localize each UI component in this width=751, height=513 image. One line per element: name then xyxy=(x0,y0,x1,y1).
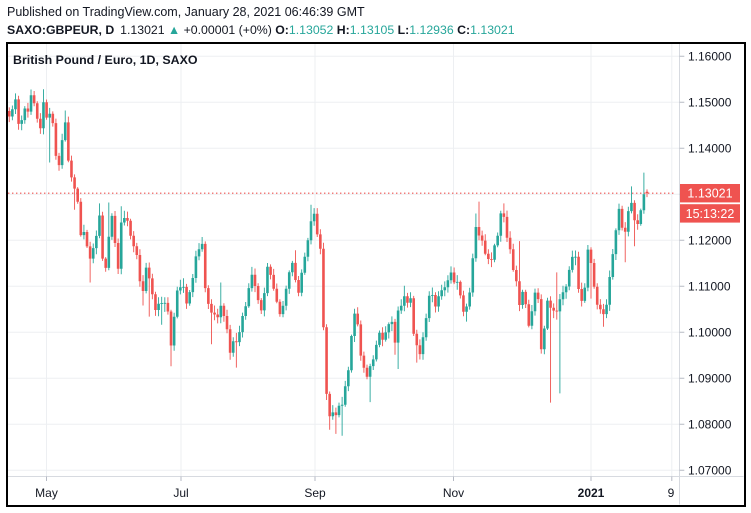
svg-text:1.14000: 1.14000 xyxy=(688,141,732,155)
svg-text:1.11000: 1.11000 xyxy=(688,279,731,293)
svg-text:1.13021: 1.13021 xyxy=(687,187,732,201)
svg-text:1.07000: 1.07000 xyxy=(688,463,732,477)
svg-text:Sep: Sep xyxy=(304,486,326,500)
svg-text:1.12000: 1.12000 xyxy=(688,233,732,247)
svg-text:May: May xyxy=(35,486,58,500)
svg-text:2021: 2021 xyxy=(578,486,605,500)
svg-text:1.09000: 1.09000 xyxy=(688,371,732,385)
svg-text:1.08000: 1.08000 xyxy=(688,417,732,431)
svg-text:1.10000: 1.10000 xyxy=(688,325,732,339)
svg-text:1.15000: 1.15000 xyxy=(688,95,732,109)
svg-text:15:13:22: 15:13:22 xyxy=(686,207,735,221)
svg-text:Jul: Jul xyxy=(173,486,188,500)
svg-text:1.16000: 1.16000 xyxy=(688,49,732,63)
svg-text:Nov: Nov xyxy=(443,486,464,500)
svg-text:9: 9 xyxy=(668,486,675,500)
